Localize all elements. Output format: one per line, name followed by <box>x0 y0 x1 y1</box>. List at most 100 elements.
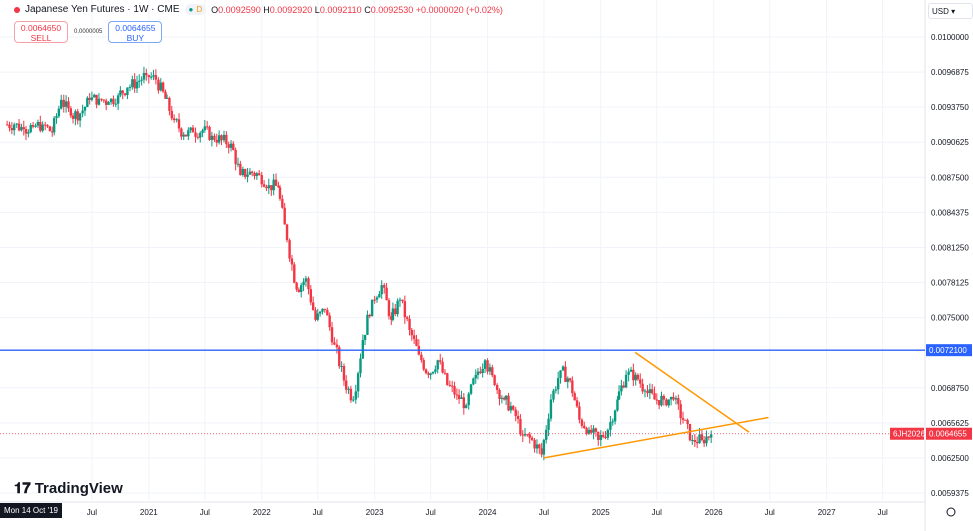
candle <box>441 357 444 374</box>
candle-body <box>627 371 630 375</box>
candle-body <box>578 406 581 420</box>
candle <box>412 329 416 344</box>
candle-body <box>401 299 404 302</box>
candle <box>394 303 397 317</box>
candle <box>507 392 510 412</box>
spread-value: 0.0000005 <box>74 29 103 35</box>
candle-body <box>672 396 675 400</box>
y-tick-label: 0.0087500 <box>931 173 969 182</box>
candle <box>594 427 598 437</box>
candle <box>208 125 211 141</box>
symbol-title[interactable]: Japanese Yen Futures · 1W · CME <box>25 4 180 15</box>
candle-body <box>107 102 110 105</box>
candle <box>450 380 454 392</box>
buy-button[interactable]: 0.0064655 BUY <box>108 21 163 43</box>
candle <box>403 295 407 324</box>
x-tick-label: 2021 <box>140 508 158 517</box>
candle-body <box>363 334 367 341</box>
candle-body <box>165 97 169 99</box>
candle <box>302 278 305 292</box>
candle-body <box>321 308 324 312</box>
candle <box>667 399 670 408</box>
candle <box>361 334 365 360</box>
candle-body <box>244 168 247 177</box>
candle-body <box>323 308 326 310</box>
candle <box>641 378 644 394</box>
candle <box>681 411 685 424</box>
sell-button[interactable]: 0.0064650 SELL <box>14 21 68 43</box>
candle <box>436 359 439 374</box>
candle <box>533 437 536 453</box>
market-status-badge[interactable]: ● D <box>184 4 207 15</box>
candle <box>109 98 113 105</box>
candle <box>373 295 376 304</box>
candle <box>60 94 63 110</box>
candle <box>300 283 303 298</box>
candle-body <box>187 130 190 137</box>
candle <box>128 84 132 92</box>
candle <box>83 106 87 116</box>
candle-body <box>142 72 146 80</box>
candle-body <box>455 394 459 396</box>
candle <box>165 94 169 99</box>
candle <box>636 373 640 381</box>
candle-body <box>8 124 11 129</box>
candle-body <box>60 99 63 109</box>
candle <box>152 69 155 81</box>
candle-body <box>191 127 195 133</box>
candle-body <box>662 395 666 400</box>
candle-body <box>69 108 73 116</box>
candle <box>239 160 242 176</box>
candle <box>349 385 353 403</box>
candle <box>498 388 501 406</box>
currency-select[interactable]: USD ▾ <box>928 3 973 19</box>
candle <box>653 386 656 400</box>
candle-body <box>540 448 543 455</box>
candle-body <box>147 75 151 78</box>
candle <box>232 141 235 151</box>
candle-body <box>420 354 423 361</box>
x-tick-label: Jul <box>652 508 662 517</box>
candle-body <box>274 179 278 186</box>
candle <box>342 363 346 386</box>
candle-body <box>493 375 496 385</box>
candle-body <box>29 125 32 133</box>
candle <box>390 312 393 326</box>
candle-body <box>547 418 550 430</box>
candle <box>417 339 421 356</box>
candle-body <box>424 369 428 374</box>
candle-body <box>342 366 346 381</box>
candle-body <box>632 369 635 381</box>
tradingview-logo[interactable]: 𝟏𝟕 TradingView <box>14 480 123 497</box>
candle <box>175 118 178 123</box>
candle-body <box>86 97 89 108</box>
candle <box>116 93 120 110</box>
candle-body <box>31 125 35 127</box>
candle <box>609 416 612 437</box>
candle <box>145 68 148 81</box>
candle <box>213 133 216 143</box>
candle <box>702 436 706 447</box>
candle <box>309 285 313 306</box>
candle-body <box>500 397 504 399</box>
candle <box>177 113 181 133</box>
candle <box>12 122 16 136</box>
candle <box>651 384 654 395</box>
candle-body <box>464 405 468 409</box>
candle-body <box>57 108 61 117</box>
candle-body <box>293 264 296 283</box>
y-tick-label: 0.0093750 <box>931 103 969 112</box>
candle-body <box>83 107 87 111</box>
candle <box>260 171 263 188</box>
candle-body <box>684 419 687 421</box>
candle-body <box>10 128 14 131</box>
candle-body <box>620 385 623 392</box>
candle-body <box>283 207 286 225</box>
candle-body <box>304 278 308 282</box>
candle <box>556 371 560 395</box>
candle-body <box>556 378 560 390</box>
candle-body <box>639 379 642 384</box>
candle-body <box>479 371 482 374</box>
candle-body <box>526 434 529 436</box>
